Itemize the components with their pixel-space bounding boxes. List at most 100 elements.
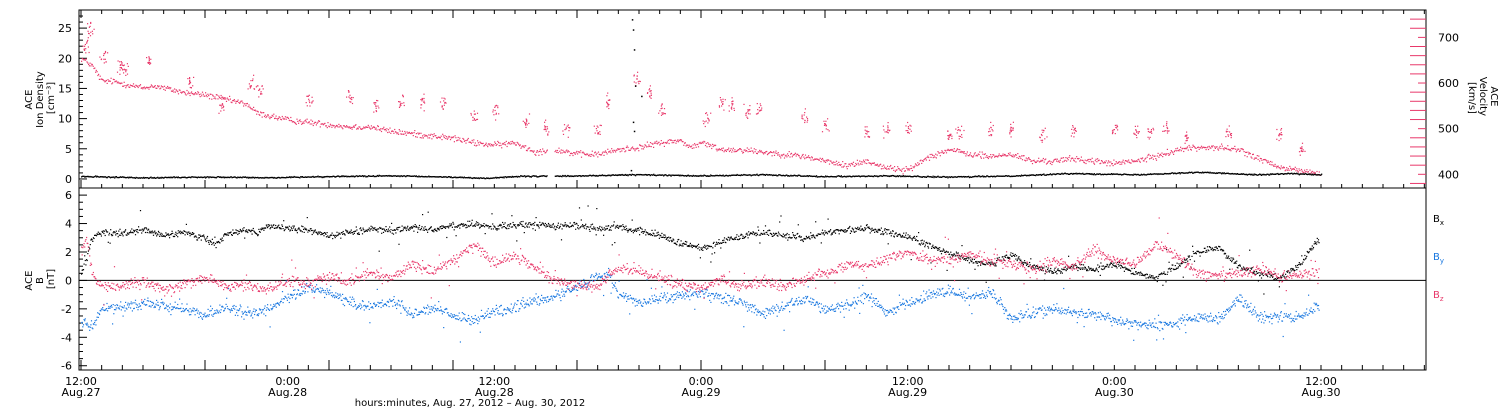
density-point [510, 176, 513, 178]
velocity-point [82, 45, 84, 47]
velocity-point [596, 130, 598, 132]
density-point [555, 175, 557, 177]
velocity-point [752, 150, 754, 152]
velocity-point [246, 102, 248, 105]
velocity-point [1009, 130, 1011, 132]
bx-point [647, 232, 649, 234]
velocity-point [450, 137, 452, 139]
density-point [763, 174, 765, 176]
velocity-point [732, 100, 734, 102]
density-point [1178, 172, 1181, 174]
bx-point [333, 234, 335, 236]
velocity-point [649, 96, 651, 98]
density-point [997, 175, 1000, 177]
velocity-point [1111, 163, 1113, 165]
velocity-point [175, 89, 177, 91]
bx-point [440, 226, 442, 228]
bx-point [594, 227, 596, 229]
velocity-point [842, 166, 844, 168]
velocity-point [864, 129, 866, 131]
velocity-point [603, 154, 605, 156]
velocity-point [84, 49, 86, 51]
bx-point [138, 226, 140, 228]
velocity-point [661, 112, 663, 114]
velocity-point [290, 116, 292, 119]
density-point [1101, 173, 1103, 176]
velocity-point [102, 79, 104, 81]
velocity-point [1108, 161, 1110, 163]
velocity-point [278, 116, 280, 118]
density-point [1202, 171, 1204, 173]
bx-point [609, 226, 612, 228]
bx-point [358, 233, 360, 235]
velocity-point [1280, 165, 1282, 167]
velocity-point [990, 157, 993, 159]
density-point [493, 177, 495, 179]
density-point [714, 175, 716, 177]
bx-point [293, 227, 295, 229]
velocity-tick-label: 600 [1438, 77, 1459, 90]
bx-point [461, 223, 463, 226]
velocity-point [609, 150, 611, 152]
bx-point [625, 225, 627, 227]
bx-point [340, 237, 342, 239]
density-point [524, 175, 526, 177]
density-point [725, 174, 727, 177]
velocity-point [745, 112, 747, 114]
bx-point [249, 230, 251, 232]
velocity-point [508, 142, 510, 144]
velocity-point [673, 142, 675, 144]
bx-point [462, 225, 464, 227]
density-point [1065, 173, 1067, 175]
density-point [791, 175, 794, 177]
bx-point [232, 232, 235, 235]
velocity-point [520, 147, 522, 149]
density-point [403, 175, 405, 177]
velocity-point [758, 151, 760, 153]
velocity-point [498, 113, 500, 115]
bx-point [454, 226, 456, 228]
density-point [312, 175, 314, 178]
density-point [200, 176, 202, 178]
velocity-point [938, 152, 940, 154]
density-point [1164, 172, 1167, 175]
density-point [1042, 174, 1044, 176]
density-point [663, 175, 665, 177]
density-point [1097, 173, 1100, 175]
bx-point [512, 221, 514, 224]
velocity-point [1183, 148, 1185, 150]
velocity-point [708, 119, 710, 121]
density-point [1117, 173, 1119, 176]
velocity-point [1270, 164, 1272, 166]
density-point [616, 174, 618, 177]
density-point [376, 174, 379, 177]
bx-point [384, 229, 386, 231]
bx-point [433, 229, 435, 231]
density-point [1156, 173, 1158, 175]
density-point [934, 176, 937, 178]
density-point [1287, 172, 1290, 174]
velocity-point [169, 88, 171, 90]
velocity-point [1033, 159, 1035, 161]
density-point [855, 175, 857, 177]
density-point [629, 173, 631, 176]
velocity-point [1147, 136, 1149, 138]
density-point [781, 175, 783, 177]
velocity-point [1294, 166, 1296, 168]
density-point [741, 174, 743, 176]
velocity-point [1173, 153, 1175, 155]
velocity-point [394, 128, 396, 131]
velocity-point [116, 71, 119, 73]
velocity-point [399, 105, 401, 107]
velocity-point [212, 95, 214, 97]
bx-point [360, 227, 362, 229]
velocity-point [189, 77, 191, 79]
velocity-point [350, 101, 352, 103]
velocity-point [471, 139, 473, 141]
velocity-point [495, 113, 497, 115]
velocity-point [1188, 144, 1190, 147]
bx-point [342, 233, 344, 235]
density-point [850, 176, 852, 178]
bx-point [552, 223, 554, 225]
velocity-point [1273, 165, 1275, 167]
